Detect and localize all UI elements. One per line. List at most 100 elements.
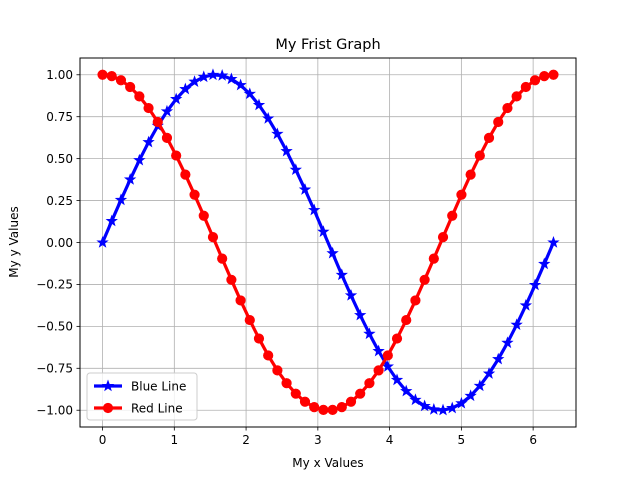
data-point bbox=[317, 225, 330, 237]
data-point bbox=[364, 378, 375, 389]
data-point bbox=[455, 396, 468, 409]
data-point bbox=[456, 189, 467, 200]
data-point bbox=[419, 274, 430, 285]
data-point bbox=[446, 401, 459, 414]
data-point bbox=[180, 169, 191, 180]
data-point bbox=[382, 350, 393, 361]
y-tick-label: 0.00 bbox=[46, 236, 73, 250]
data-point bbox=[493, 116, 504, 128]
data-point bbox=[410, 295, 421, 306]
data-point bbox=[114, 193, 128, 206]
data-point bbox=[234, 78, 247, 91]
chart-title: My Frist Graph bbox=[275, 37, 380, 53]
data-point bbox=[418, 399, 431, 412]
data-point bbox=[262, 111, 275, 124]
data-point bbox=[465, 169, 476, 180]
data-point bbox=[483, 132, 495, 144]
data-point bbox=[143, 102, 154, 114]
x-tick-label: 6 bbox=[529, 433, 537, 447]
data-point bbox=[125, 81, 136, 93]
data-point bbox=[280, 144, 293, 157]
data-point bbox=[235, 295, 246, 306]
data-point bbox=[207, 232, 219, 243]
data-point bbox=[327, 404, 338, 415]
data-point bbox=[134, 91, 145, 102]
data-point bbox=[179, 82, 192, 95]
data-point bbox=[336, 401, 347, 413]
data-point bbox=[548, 69, 559, 80]
data-point bbox=[133, 153, 146, 166]
data-point bbox=[474, 150, 485, 161]
data-point bbox=[189, 189, 200, 200]
data-point bbox=[345, 396, 357, 407]
data-point bbox=[502, 102, 513, 114]
data-point bbox=[197, 70, 210, 83]
data-point bbox=[188, 75, 201, 87]
data-point bbox=[400, 384, 413, 397]
y-tick-label: 0.75 bbox=[46, 110, 73, 124]
data-point bbox=[390, 373, 404, 386]
data-point bbox=[373, 365, 384, 376]
data-point bbox=[161, 132, 173, 144]
data-point bbox=[510, 318, 523, 331]
y-tick-label: 0.25 bbox=[46, 194, 73, 208]
data-point bbox=[482, 367, 496, 379]
y-tick-label: −1.00 bbox=[36, 404, 73, 418]
data-point bbox=[318, 404, 329, 415]
data-point bbox=[217, 253, 228, 264]
data-point bbox=[272, 365, 283, 376]
data-point bbox=[538, 257, 551, 270]
data-point bbox=[427, 402, 440, 415]
data-point bbox=[473, 379, 486, 392]
legend-marker bbox=[101, 379, 115, 392]
data-point bbox=[243, 87, 256, 100]
data-point bbox=[409, 393, 422, 406]
data-point bbox=[106, 71, 117, 82]
data-point bbox=[335, 268, 348, 281]
data-point bbox=[299, 396, 311, 407]
x-tick-label: 4 bbox=[386, 433, 394, 447]
x-tick-label: 0 bbox=[99, 433, 107, 447]
data-point bbox=[152, 116, 163, 128]
data-point bbox=[355, 388, 366, 399]
y-tick-label: −0.25 bbox=[36, 278, 73, 292]
data-point bbox=[428, 253, 439, 264]
data-point bbox=[363, 327, 376, 340]
data-point bbox=[326, 246, 339, 259]
data-point bbox=[372, 344, 385, 357]
data-point bbox=[97, 69, 108, 80]
data-point bbox=[401, 314, 412, 326]
data-point bbox=[160, 104, 174, 117]
y-axis-label: My y Values bbox=[7, 206, 21, 277]
data-point bbox=[492, 352, 505, 365]
data-point bbox=[123, 173, 137, 185]
y-tick-label: −0.75 bbox=[36, 362, 73, 376]
data-point bbox=[216, 69, 229, 81]
y-tick-label: 0.50 bbox=[46, 152, 73, 166]
series-red-line bbox=[97, 69, 559, 415]
y-tick-label: −0.50 bbox=[36, 320, 73, 334]
data-point bbox=[539, 71, 550, 82]
data-point bbox=[115, 75, 127, 86]
data-point bbox=[547, 236, 560, 248]
data-point bbox=[206, 68, 220, 81]
data-point bbox=[354, 308, 367, 321]
data-point bbox=[447, 210, 458, 221]
data-point bbox=[519, 298, 533, 311]
data-point bbox=[253, 333, 265, 344]
data-point bbox=[344, 288, 358, 301]
legend-label: Red Line bbox=[131, 401, 183, 415]
data-point bbox=[105, 214, 118, 227]
data-point bbox=[225, 72, 238, 85]
data-point bbox=[281, 378, 292, 389]
data-point bbox=[226, 274, 237, 285]
legend-label: Blue Line bbox=[131, 379, 186, 393]
data-point bbox=[96, 236, 109, 248]
data-point bbox=[501, 336, 514, 349]
data-point bbox=[528, 278, 542, 291]
y-tick-label: 1.00 bbox=[46, 68, 73, 82]
legend: Blue Line Red Line bbox=[86, 372, 198, 421]
legend-marker bbox=[102, 402, 114, 414]
data-point bbox=[308, 203, 321, 216]
